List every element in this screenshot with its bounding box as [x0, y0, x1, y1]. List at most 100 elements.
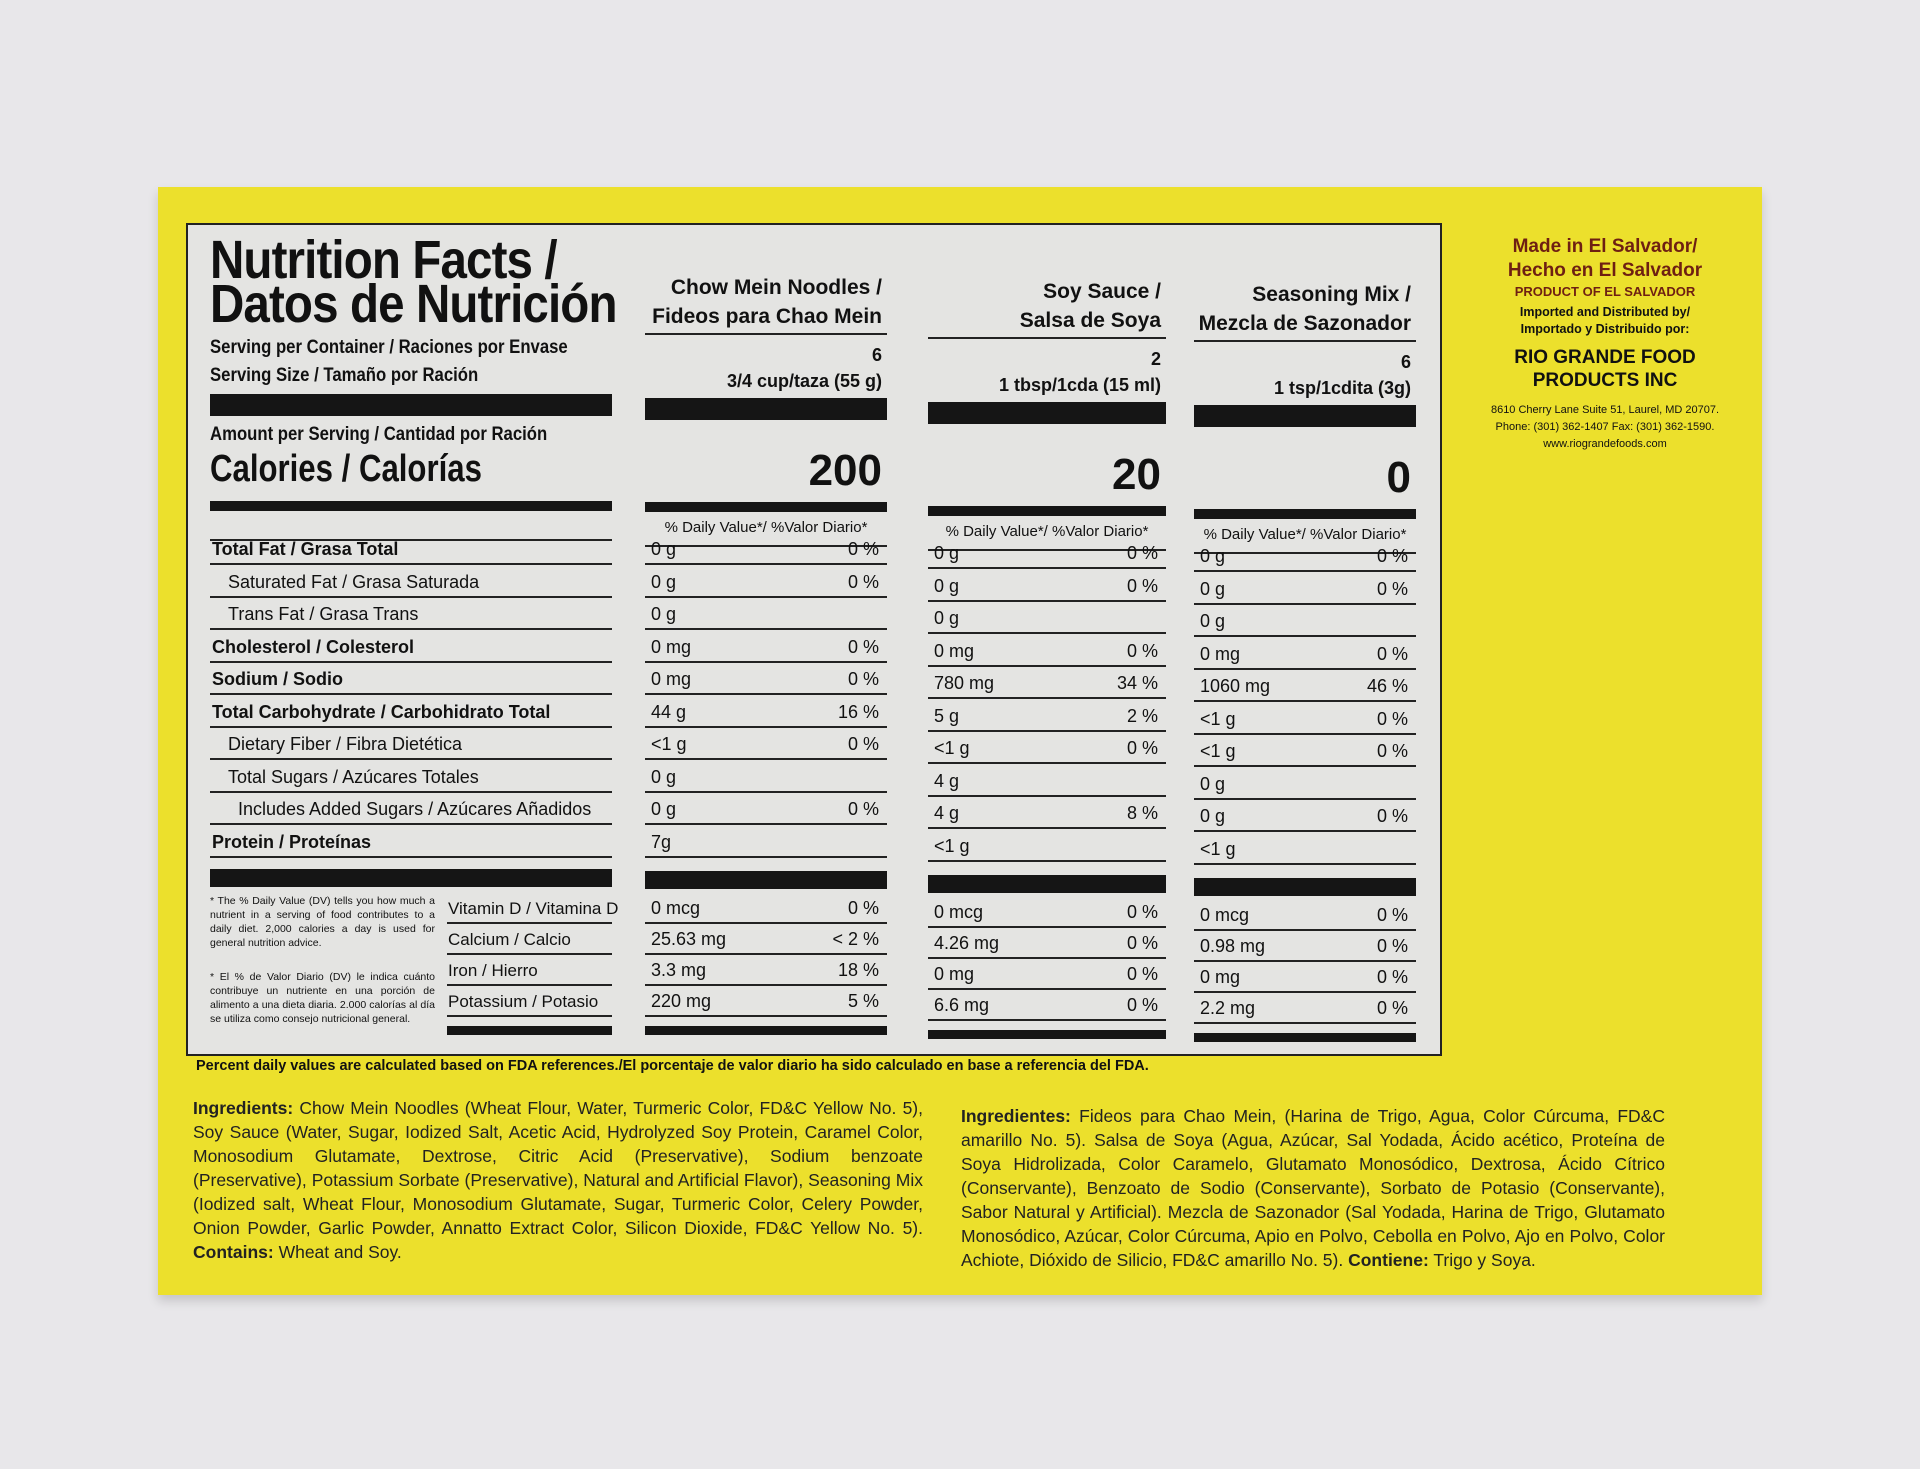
thick-rule — [1194, 878, 1416, 896]
amount: 220 mg — [651, 991, 712, 1011]
nutrient-label-row: Includes Added Sugars / Azúcares Añadido… — [210, 793, 612, 825]
amount: 0 g — [934, 608, 960, 628]
amount: <1 g — [934, 835, 970, 856]
ingredients-label: Ingredients: — [193, 1098, 294, 1118]
vitamin-label: Iron / Hierro — [448, 961, 538, 980]
contiene-text: Trigo y Soya. — [1428, 1250, 1536, 1270]
percent-dv: 0 % — [847, 734, 879, 754]
nutrient-cell: 0 g — [645, 598, 887, 630]
nutrient-cell: <1 g 0 % — [645, 728, 887, 760]
nutrient-cell: 780 mg 34 % — [928, 667, 1166, 699]
amount: 0 g — [1200, 773, 1226, 794]
made-in: Made in El Salvador/ — [1512, 236, 1698, 257]
percent-dv: 0 % — [847, 799, 879, 819]
calories-value: 20 — [1112, 450, 1161, 499]
bottom-rule — [645, 1026, 887, 1035]
percent-dv: < 2 % — [832, 929, 879, 949]
nutrient-cell: 0 g 0 % — [1194, 800, 1416, 832]
imported-en: Imported and Distributed by/ — [1519, 305, 1691, 319]
nutrient-cell: 0 g 0 % — [1194, 573, 1416, 605]
nutrient-label-row: Protein / Proteínas — [210, 826, 612, 858]
amount: 0 g — [1200, 546, 1226, 566]
nutrient-cell: 0 g 0 % — [928, 570, 1166, 602]
vitamin-label-row: Potassium / Potasio — [447, 985, 612, 1017]
nutrient-cell: 0 g 0 % — [645, 533, 887, 565]
nutrient-cell: 0 g — [928, 602, 1166, 634]
percent-dv: 5 % — [847, 991, 879, 1011]
amount: 7g — [651, 831, 672, 852]
vitamin-cell: 0 mg 0 % — [1194, 961, 1416, 993]
vitamin-cell: 4.26 mg 0 % — [928, 927, 1166, 959]
website: www.riograndefoods.com — [1543, 438, 1667, 450]
nutrient-cell: 44 g 16 % — [645, 696, 887, 728]
nutrient-cell: 0 g — [1194, 768, 1416, 800]
nutrient-cell: <1 g 0 % — [1194, 703, 1416, 735]
rule — [645, 333, 887, 335]
thick-rule — [928, 875, 1166, 893]
nutrient-cell: 0 g 0 % — [1194, 540, 1416, 572]
nutrient-label-row: Total Sugars / Azúcares Totales — [210, 761, 612, 793]
nutrient-label-row: Dietary Fiber / Fibra Dietética — [210, 728, 612, 760]
amount: 0 mg — [1200, 643, 1241, 664]
nutrient-cell: 4 g 8 % — [928, 797, 1166, 829]
ingredientes-label: Ingredientes: — [961, 1106, 1071, 1126]
vitamin-label: Potassium / Potasio — [448, 992, 599, 1011]
amount: 0 g — [651, 539, 677, 559]
amount: 0 mcg — [651, 898, 701, 918]
percent-dv: 0 % — [1376, 936, 1408, 956]
nutrient-cell: <1 g — [928, 830, 1166, 862]
percent-dv: 0 % — [1376, 905, 1408, 925]
percent-dv: 8 % — [1126, 803, 1158, 823]
amount: 25.63 mg — [651, 929, 727, 949]
amount: 5 g — [934, 705, 960, 726]
amount: 6.6 mg — [934, 995, 990, 1015]
percent-dv: 34 % — [1116, 673, 1158, 693]
nutrient-cell: 0 mg 0 % — [645, 631, 887, 663]
percent-dv: 0 % — [1126, 575, 1158, 596]
amount: 0 g — [1200, 578, 1226, 599]
nutrient-label: Saturated Fat / Grasa Saturada — [228, 571, 480, 592]
thick-rule — [1194, 405, 1416, 427]
vitamin-label-row: Calcium / Calcio — [447, 923, 612, 955]
percent-dv: 0 % — [1126, 995, 1158, 1015]
calories-label: Calories / Calorías — [210, 448, 482, 490]
rule — [210, 539, 612, 541]
medium-rule — [645, 502, 887, 512]
title-en: Nutrition Facts / — [210, 230, 558, 290]
percent-dv: 0 % — [1376, 998, 1408, 1018]
percent-dv: 2 % — [1126, 705, 1158, 726]
amount: <1 g — [1200, 741, 1236, 761]
rule — [928, 337, 1166, 339]
thick-rule — [210, 869, 612, 887]
serving-size: 1 tsp/1cdita (3g) — [1273, 378, 1411, 398]
ingredients-es: Ingredientes: Fideos para Chao Mein, (Ha… — [961, 1104, 1665, 1272]
vitamin-cell: 2.2 mg 0 % — [1194, 992, 1416, 1024]
ingredients-en: Ingredients: Chow Mein Noodles (Wheat Fl… — [193, 1096, 923, 1264]
bottom-rule — [447, 1026, 612, 1035]
column-name: Soy Sauce / — [1043, 280, 1161, 303]
servings-per-container: 6 — [1400, 352, 1411, 372]
amount: 3.3 mg — [651, 960, 707, 980]
company-name: RIO GRANDE FOOD — [1514, 347, 1696, 368]
vitamin-cell: 220 mg 5 % — [645, 985, 887, 1017]
product-of: PRODUCT OF EL SALVADOR — [1514, 284, 1696, 299]
ingredients-text: Chow Mein Noodles (Wheat Flour, Water, T… — [193, 1098, 923, 1238]
amount: 0 mg — [934, 964, 975, 984]
amount: <1 g — [934, 738, 970, 758]
thick-rule — [645, 871, 887, 889]
column-name: Seasoning Mix / — [1252, 283, 1411, 306]
hecho-en: Hecho en El Salvador — [1507, 260, 1703, 281]
column-name-es: Mezcla de Sazonador — [1198, 312, 1411, 335]
serving-size: 1 tbsp/1cda (15 ml) — [998, 375, 1161, 395]
amount: 0 mcg — [1200, 905, 1250, 925]
amount: 0 mg — [651, 636, 692, 657]
vitamin-cell: 3.3 mg 18 % — [645, 954, 887, 986]
nutrient-cell: 0 mg 0 % — [928, 635, 1166, 667]
medium-rule — [1194, 509, 1416, 519]
amount: 44 g — [651, 701, 687, 722]
percent-dv: 0 % — [847, 571, 879, 592]
column-name-es: Fideos para Chao Mein — [652, 305, 882, 328]
contains-label: Contains: — [193, 1242, 274, 1262]
daily-value-header: % Daily Value*/ %Valor Diario* — [928, 523, 1166, 551]
column-name-es: Salsa de Soya — [1019, 309, 1161, 332]
